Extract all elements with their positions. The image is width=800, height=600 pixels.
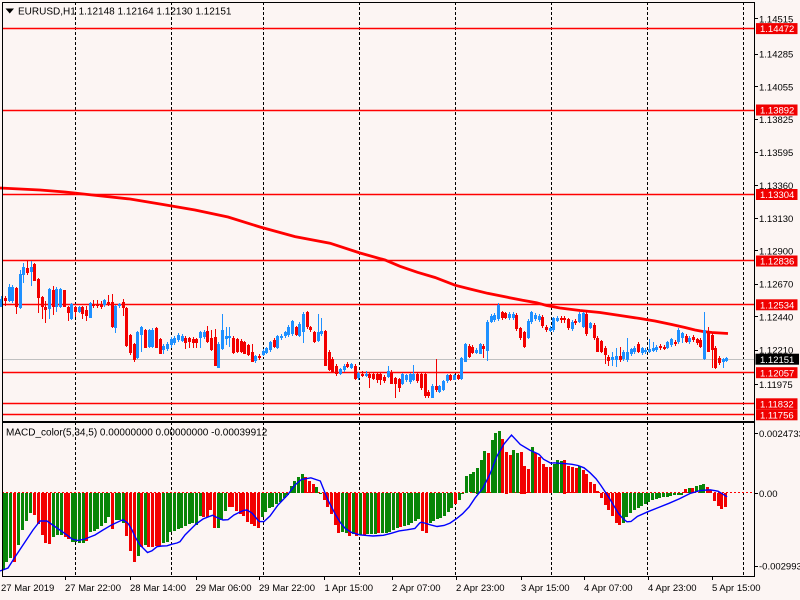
svg-text:0.00: 0.00 bbox=[759, 489, 778, 500]
svg-text:1.13595: 1.13595 bbox=[759, 148, 793, 159]
svg-text:1.12210: 1.12210 bbox=[759, 346, 793, 357]
svg-text:28 Mar 14:00: 28 Mar 14:00 bbox=[130, 583, 186, 594]
svg-text:2 Apr 23:00: 2 Apr 23:00 bbox=[456, 583, 505, 594]
svg-text:1.11832: 1.11832 bbox=[760, 399, 794, 410]
svg-text:29 Mar 22:00: 29 Mar 22:00 bbox=[259, 583, 315, 594]
svg-text:1.11975: 1.11975 bbox=[759, 380, 793, 391]
svg-text:1.12057: 1.12057 bbox=[760, 368, 794, 379]
svg-text:1.12836: 1.12836 bbox=[760, 257, 794, 268]
svg-text:1.13360: 1.13360 bbox=[759, 181, 793, 192]
svg-text:-0.00299304: -0.00299304 bbox=[759, 562, 800, 573]
svg-text:4 Apr 07:00: 4 Apr 07:00 bbox=[584, 583, 633, 594]
svg-text:1.12440: 1.12440 bbox=[759, 313, 793, 324]
svg-text:27 Mar 2019: 27 Mar 2019 bbox=[1, 583, 54, 594]
svg-text:1.12670: 1.12670 bbox=[759, 280, 793, 291]
svg-text:5 Apr 15:00: 5 Apr 15:00 bbox=[712, 583, 761, 594]
svg-text:MACD_color(5,34,5) 0.00000000: MACD_color(5,34,5) 0.00000000 0.00000000… bbox=[6, 428, 268, 439]
svg-text:4 Apr 23:00: 4 Apr 23:00 bbox=[648, 583, 697, 594]
svg-text:1.13304: 1.13304 bbox=[760, 190, 794, 201]
svg-text:0.00247330: 0.00247330 bbox=[759, 429, 800, 440]
svg-text:1.13892: 1.13892 bbox=[760, 106, 794, 117]
svg-text:29 Mar 06:00: 29 Mar 06:00 bbox=[196, 583, 252, 594]
svg-text:27 Mar 22:00: 27 Mar 22:00 bbox=[65, 583, 121, 594]
svg-text:1.11756: 1.11756 bbox=[760, 410, 794, 421]
svg-text:1.13130: 1.13130 bbox=[759, 214, 793, 225]
svg-text:1.12900: 1.12900 bbox=[759, 247, 793, 258]
svg-text:1.12151: 1.12151 bbox=[760, 355, 794, 366]
svg-text:2 Apr 07:00: 2 Apr 07:00 bbox=[392, 583, 441, 594]
svg-text:3 Apr 15:00: 3 Apr 15:00 bbox=[521, 583, 570, 594]
svg-text:1.14515: 1.14515 bbox=[759, 15, 793, 26]
svg-text:1 Apr 15:00: 1 Apr 15:00 bbox=[325, 583, 374, 594]
svg-text:1.14472: 1.14472 bbox=[760, 24, 794, 35]
svg-text:1.12534: 1.12534 bbox=[760, 300, 794, 311]
svg-text:1.13825: 1.13825 bbox=[759, 115, 793, 126]
svg-text:1.14285: 1.14285 bbox=[759, 50, 793, 61]
svg-text:EURUSD,H1 1.12148 1.12164 1.12: EURUSD,H1 1.12148 1.12164 1.12130 1.1215… bbox=[18, 7, 232, 18]
svg-text:1.14055: 1.14055 bbox=[759, 83, 793, 94]
